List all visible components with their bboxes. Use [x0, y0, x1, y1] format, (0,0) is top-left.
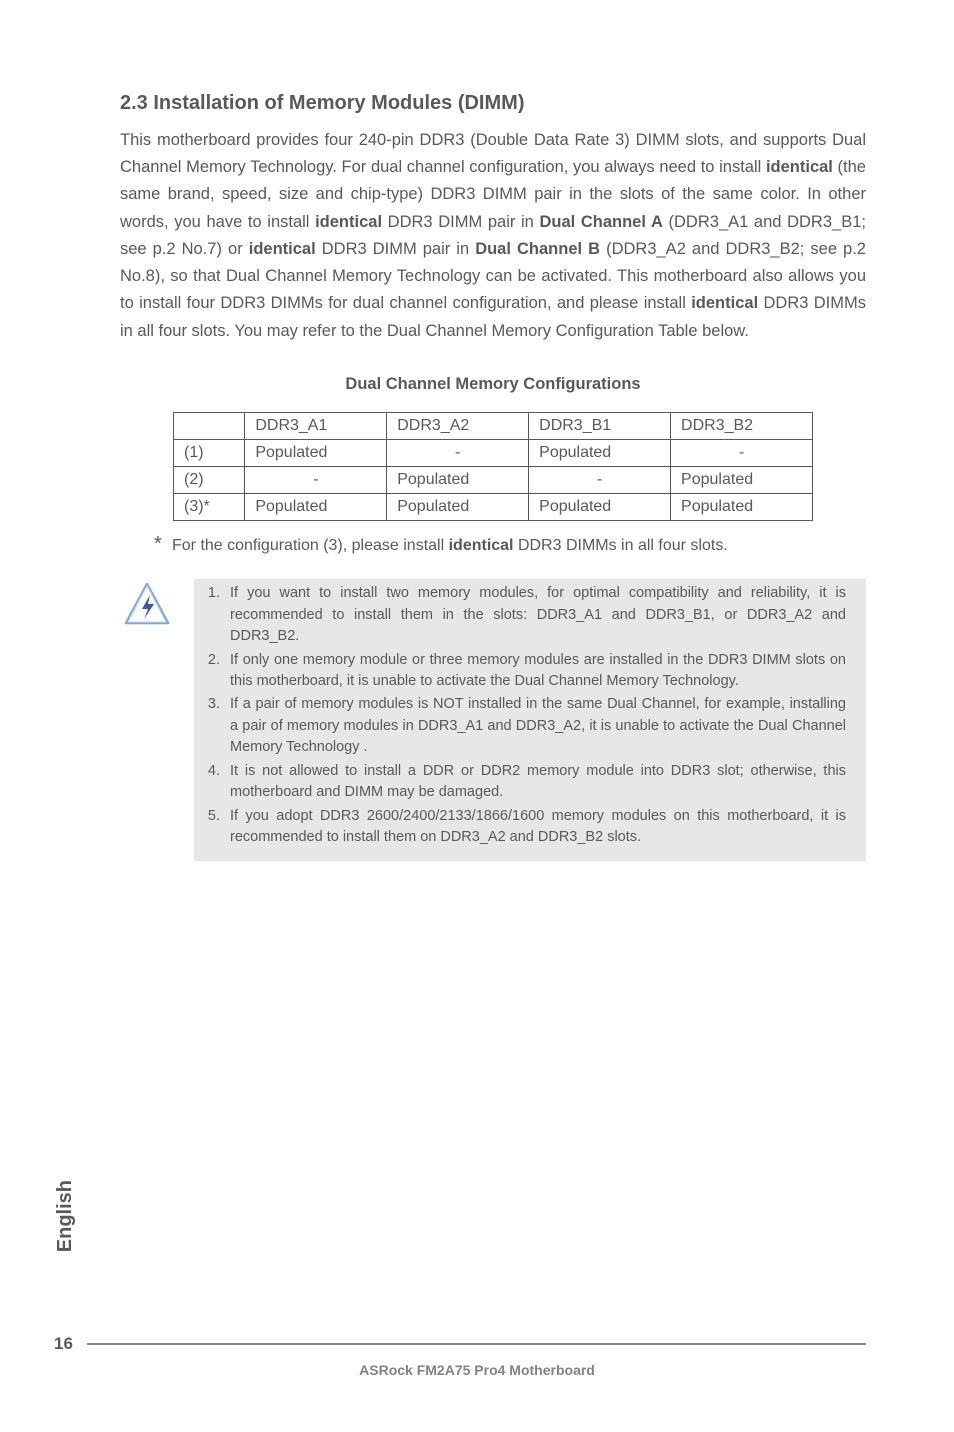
memory-config-table: DDR3_A1DDR3_A2DDR3_B1DDR3_B2(1)Populated… [173, 412, 813, 521]
note-text: It is not allowed to install a DDR or DD… [230, 761, 846, 804]
note-number: 5. [204, 806, 230, 849]
table-header-cell: DDR3_A1 [245, 412, 387, 439]
page-footer: 16 ASRock FM2A75 Pro4 Motherboard [0, 1334, 954, 1378]
page-number: 16 [54, 1334, 73, 1354]
note-number: 3. [204, 694, 230, 758]
footnote-star: * [154, 525, 162, 563]
lightning-icon [120, 581, 174, 640]
table-header-cell [174, 412, 245, 439]
note-block: 1.If you want to install two memory modu… [120, 579, 866, 860]
table-cell: Populated [245, 439, 387, 466]
note-number: 4. [204, 761, 230, 804]
section-heading: 2.3 Installation of Memory Modules (DIMM… [120, 92, 866, 115]
table-row-label: (2) [174, 466, 245, 493]
table-footnote: * For the configuration (3), please inst… [172, 531, 826, 561]
note-text: If only one memory module or three memor… [230, 650, 846, 693]
note-text: If a pair of memory modules is NOT insta… [230, 694, 846, 758]
note-text: If you adopt DDR3 2600/2400/2133/1866/16… [230, 806, 846, 849]
table-header-cell: DDR3_B1 [529, 412, 671, 439]
table-cell: Populated [671, 493, 813, 520]
note-list: 1.If you want to install two memory modu… [194, 579, 866, 860]
body-paragraph: This motherboard provides four 240-pin D… [120, 127, 866, 345]
note-item: 2.If only one memory module or three mem… [204, 650, 846, 693]
table-row-label: (3)* [174, 493, 245, 520]
note-item: 1.If you want to install two memory modu… [204, 583, 846, 647]
table-cell: Populated [387, 493, 529, 520]
table-cell: Populated [671, 466, 813, 493]
table-cell: Populated [529, 439, 671, 466]
table-header-cell: DDR3_A2 [387, 412, 529, 439]
table-cell: Populated [245, 493, 387, 520]
table-cell: Populated [529, 493, 671, 520]
table-cell: - [529, 466, 671, 493]
note-text: If you want to install two memory module… [230, 583, 846, 647]
footer-rule [87, 1343, 866, 1345]
table-row-label: (1) [174, 439, 245, 466]
table-cell: - [245, 466, 387, 493]
language-tab: English [54, 1180, 77, 1252]
note-number: 1. [204, 583, 230, 647]
note-item: 5.If you adopt DDR3 2600/2400/2133/1866/… [204, 806, 846, 849]
table-cell: - [387, 439, 529, 466]
note-item: 3.If a pair of memory modules is NOT ins… [204, 694, 846, 758]
table-cell: - [671, 439, 813, 466]
note-number: 2. [204, 650, 230, 693]
table-title: Dual Channel Memory Configurations [120, 375, 866, 394]
table-cell: Populated [387, 466, 529, 493]
note-item: 4.It is not allowed to install a DDR or … [204, 761, 846, 804]
table-header-cell: DDR3_B2 [671, 412, 813, 439]
footer-text: ASRock FM2A75 Pro4 Motherboard [0, 1362, 954, 1378]
